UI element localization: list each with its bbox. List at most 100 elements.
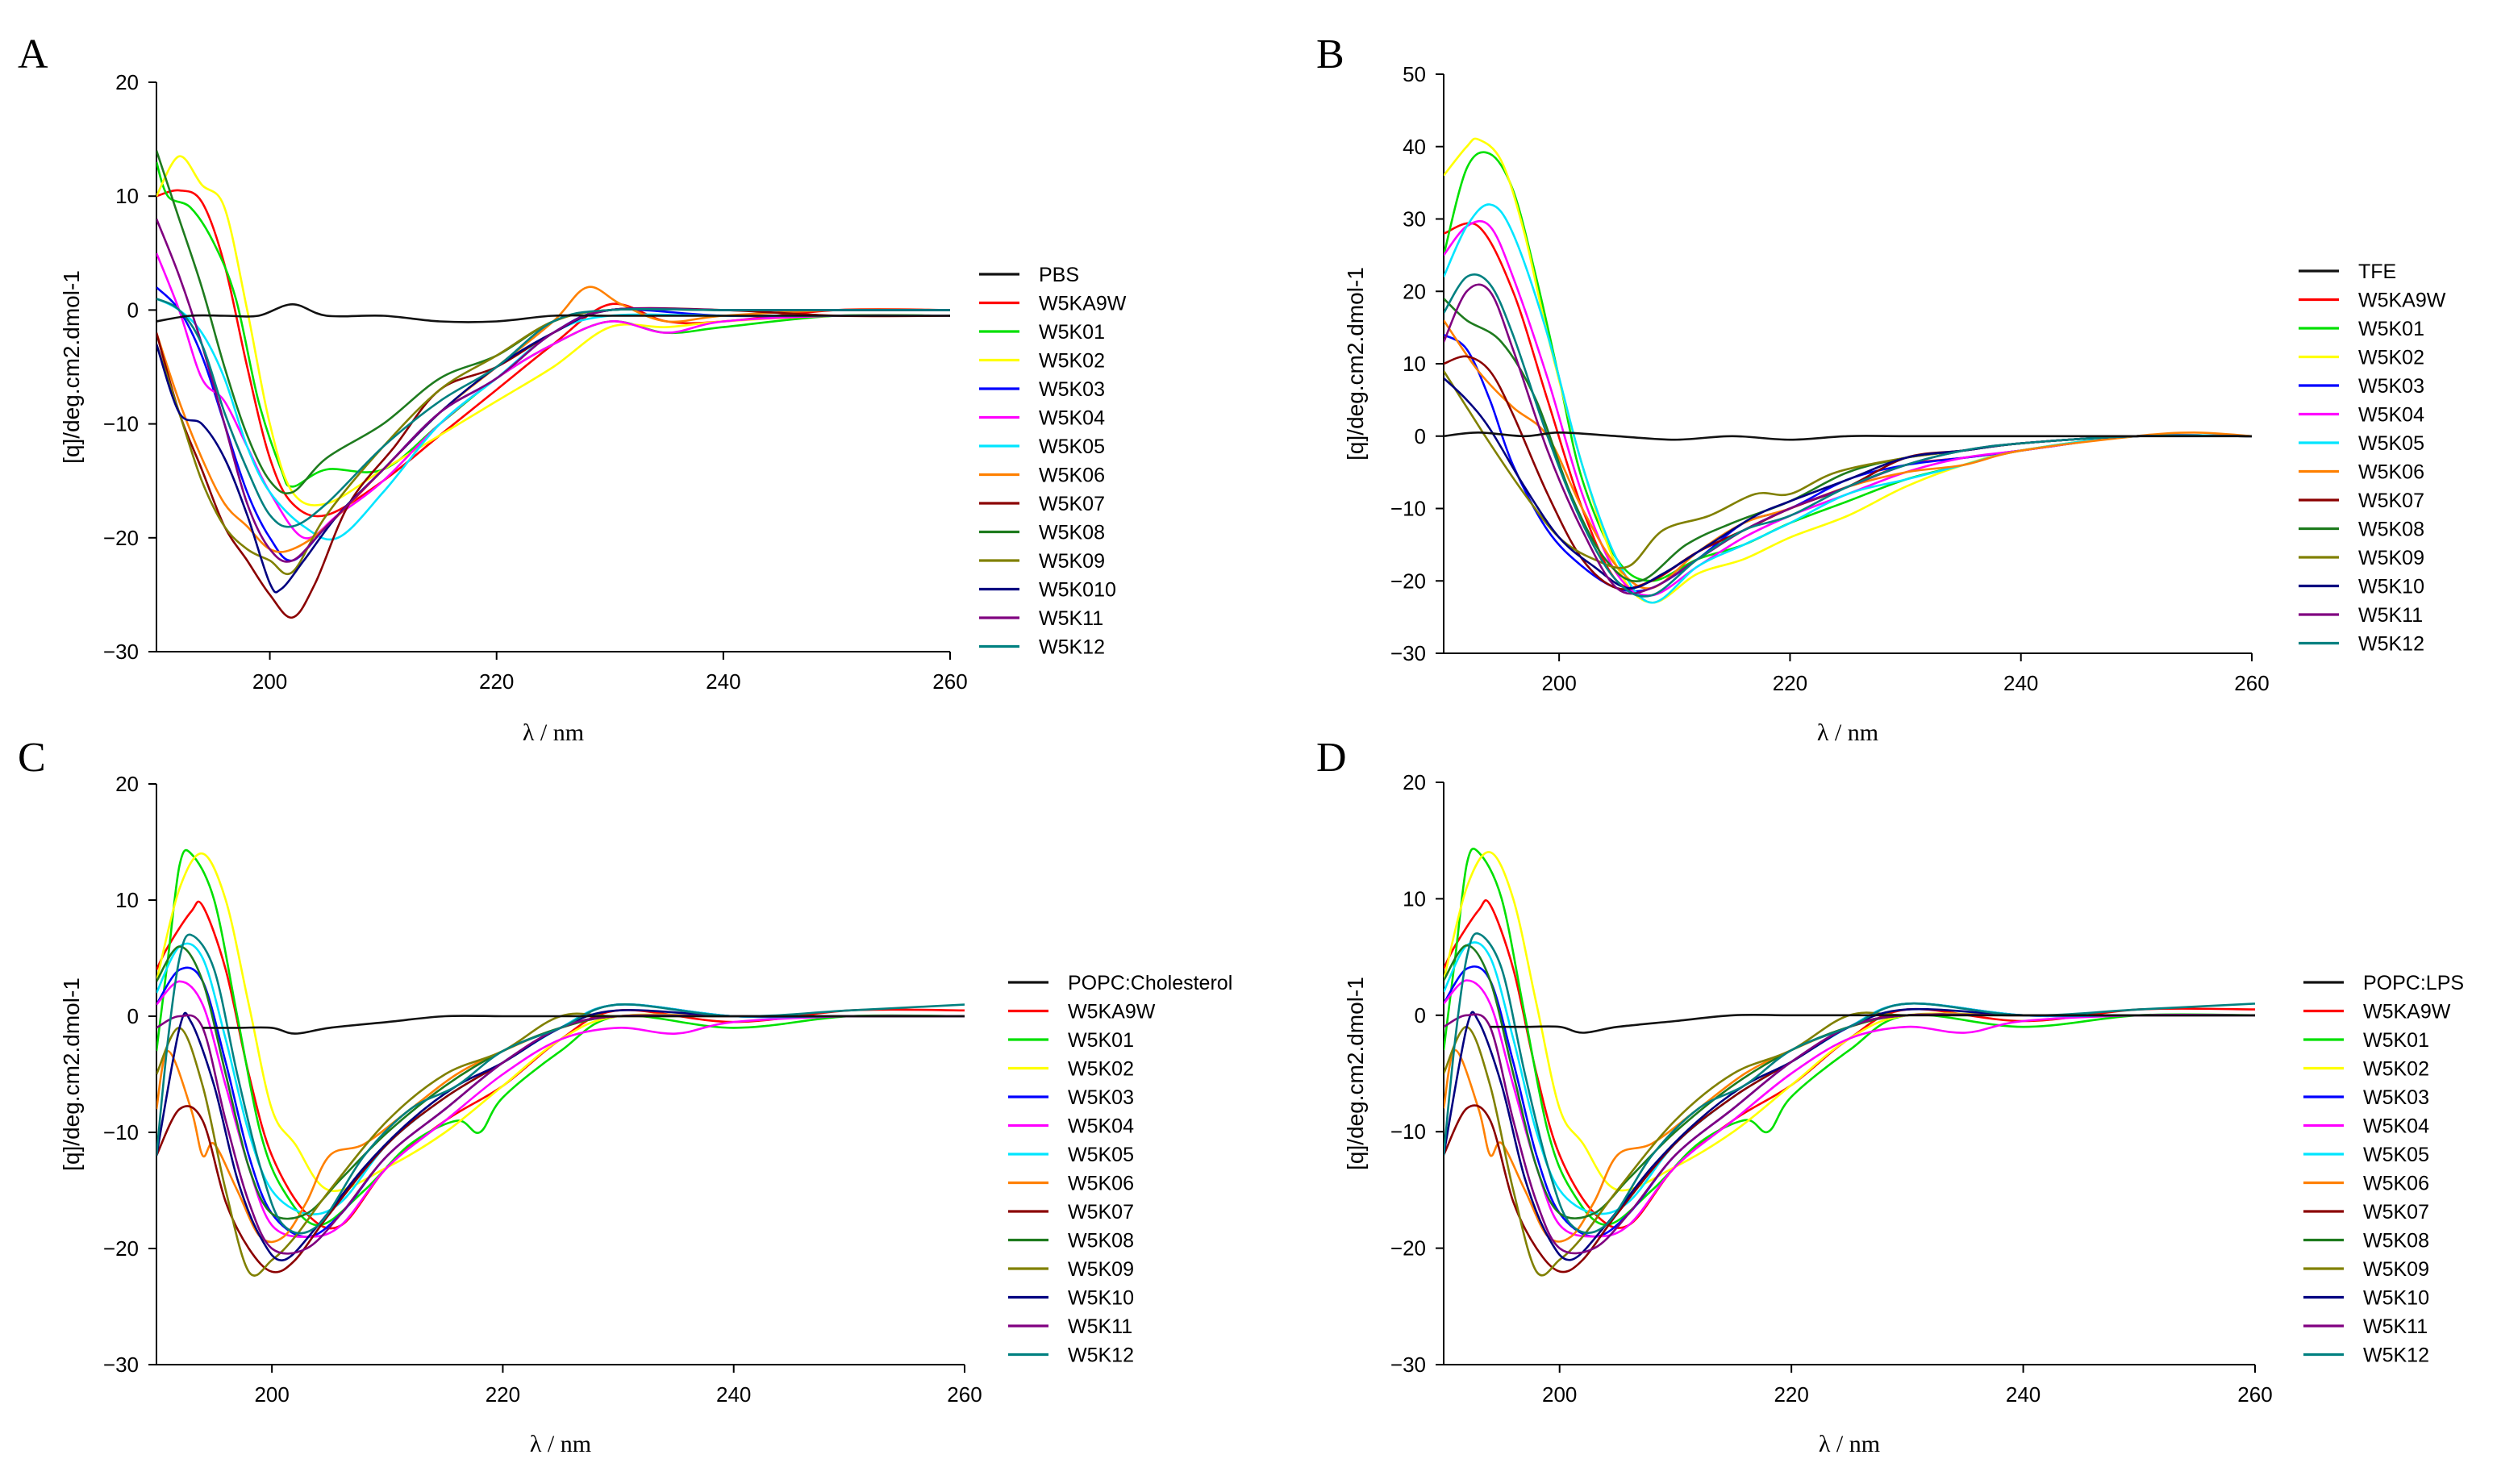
legend-label: W5K11: [1068, 1315, 1132, 1338]
series-line-popc-lps: [1490, 1013, 2255, 1034]
legend-label: W5K09: [2363, 1258, 2429, 1281]
series-line-popc-cholesterol: [202, 1015, 965, 1035]
series-line-w5k04: [156, 252, 950, 540]
legend-label: W5K03: [1068, 1086, 1134, 1109]
series-lines: [1444, 848, 2255, 1277]
panel-letter-c: C: [18, 735, 46, 781]
series-line-w5k08: [1444, 944, 2255, 1219]
legend-label: W5KA9W: [1039, 293, 1127, 315]
y-tick-label: 0: [1415, 424, 1426, 448]
y-tick-label: 50: [1403, 62, 1426, 86]
legend-label: W5K05: [1068, 1144, 1134, 1166]
legend-label: W5K05: [1039, 436, 1105, 458]
series-line-w5k12: [156, 933, 965, 1235]
y-tick-label: 20: [1403, 279, 1426, 303]
x-tick-label: 240: [716, 1382, 751, 1407]
legend-label: W5K02: [2358, 347, 2424, 369]
series-line-w5k07: [156, 1014, 965, 1273]
x-tick-label: 240: [2003, 671, 2038, 695]
legend-label: W5K11: [2363, 1315, 2428, 1338]
y-tick-label: −20: [1390, 1236, 1426, 1261]
series-line-w5k06: [156, 1014, 965, 1244]
legend-label: W5K06: [1068, 1173, 1134, 1195]
series-lines: [1444, 137, 2252, 604]
x-tick-label: 220: [1773, 671, 1807, 695]
legend-label: W5K03: [2363, 1086, 2429, 1109]
legend-label: W5K12: [1068, 1344, 1134, 1367]
series-line-w5k06: [1444, 1013, 2255, 1243]
legend-label: W5K01: [2358, 318, 2424, 340]
y-tick-label: −20: [103, 526, 139, 550]
panel-c-chart: −30 −20 −10 0 10 20 200 220 240 260 λ / nm [q]/deg.…: [59, 772, 1232, 1457]
series-line-w5k10: [1444, 1007, 2255, 1261]
legend-label: W5K08: [1068, 1230, 1134, 1253]
series-line-w5k02: [156, 852, 965, 1192]
legend-label: W5K07: [1068, 1201, 1134, 1223]
x-axis-label: λ / nm: [1819, 1431, 1880, 1457]
series-line-w5k03: [1444, 333, 2252, 593]
series-line-w5k07: [1444, 1013, 2255, 1273]
y-axis-label: [q]/deg.cm2.dmol-1: [1343, 267, 1368, 461]
legend-label: W5K08: [2363, 1230, 2429, 1253]
legend-label: W5K07: [2358, 490, 2424, 512]
legend-label: W5K07: [2363, 1201, 2429, 1223]
x-axis-label: λ / nm: [523, 719, 584, 746]
legend: POPC:Cholesterol W5KA9W W5K01 W5K02 W5K03 W5K…: [1008, 972, 1232, 1367]
series-line-w5k09: [1444, 1011, 2255, 1277]
y-tick-label: −30: [103, 1353, 139, 1377]
legend-label: W5KA9W: [1068, 1001, 1156, 1023]
y-tick-label: 0: [127, 298, 139, 322]
y-tick-label: −10: [103, 1120, 139, 1144]
series-line-w5k01: [1444, 848, 2255, 1226]
y-tick-label: −30: [1390, 1353, 1426, 1377]
legend-label: W5KA9W: [2358, 290, 2446, 312]
legend-label: TFE: [2358, 261, 2396, 283]
y-axis-label: [q]/deg.cm2.dmol-1: [59, 978, 84, 1171]
legend-label: W5K12: [1039, 636, 1105, 659]
panel-b-chart: −30 −20 −10 0 10 20 30 40 50 200 220 240 260 λ / nm [q…: [1343, 62, 2446, 746]
legend-label: W5K02: [1039, 350, 1105, 373]
legend: TFE W5KA9W W5K01 W5K02 W5K03 W5K04 W5K05 W5K06 W…: [2299, 261, 2446, 656]
y-tick-label: 10: [115, 888, 139, 912]
legend-label: W5K04: [2363, 1115, 2429, 1138]
series-line-w5k11: [156, 218, 950, 563]
x-tick-label: 240: [706, 669, 740, 694]
series-line-tfe: [1444, 431, 2252, 441]
x-tick-label: 220: [1774, 1382, 1808, 1407]
y-tick-label: −30: [103, 640, 139, 664]
x-tick-label: 240: [2006, 1382, 2041, 1407]
panel-d-chart: −30 −20 −10 0 10 20 200 220 240 260 λ / nm [q]/deg.…: [1343, 770, 2464, 1457]
panel-letter-d: D: [1316, 735, 1347, 781]
x-tick-label: 260: [2237, 1382, 2272, 1407]
panel-letter-a: A: [18, 31, 48, 77]
series-line-w5k02: [1444, 851, 2255, 1192]
y-axis-label: [q]/deg.cm2.dmol-1: [59, 270, 84, 464]
panel-a-chart: −30 −20 −10 0 10 20 200 220 240 260 λ / nm [q]/deg.…: [59, 70, 1127, 746]
series-line-w5k08: [156, 945, 965, 1220]
legend-label: W5K01: [1068, 1029, 1134, 1052]
x-tick-label: 220: [486, 1382, 520, 1407]
series-line-w5k01: [156, 161, 950, 488]
legend-label: W5K11: [1039, 607, 1103, 630]
legend-label: W5K05: [2358, 432, 2424, 455]
series-line-w5k04: [156, 980, 965, 1238]
legend-label: W5K06: [2358, 461, 2424, 484]
y-tick-label: 10: [1403, 352, 1426, 376]
y-tick-label: 10: [115, 184, 139, 208]
x-tick-label: 220: [479, 669, 514, 694]
y-tick-label: −10: [1390, 497, 1426, 521]
legend: POPC:LPS W5KA9W W5K01 W5K02 W5K03 W5K04 W5K05 W…: [2303, 972, 2464, 1367]
legend: PBS W5KA9W W5K01 W5K02 W5K03 W5K04 W5K05 W5K06 W…: [979, 264, 1127, 659]
y-tick-label: −30: [1390, 641, 1426, 665]
legend-label: W5K10: [1068, 1287, 1134, 1310]
legend-label: W5K08: [1039, 522, 1105, 544]
legend-label: W5K11: [2358, 604, 2423, 627]
x-tick-label: 200: [1542, 1382, 1577, 1407]
legend-label: W5K05: [2363, 1144, 2429, 1166]
series-line-w5k12: [1444, 273, 2252, 598]
legend-label: W5KA9W: [2363, 1001, 2451, 1023]
series-line-w5k05: [1444, 941, 2255, 1215]
legend-label: W5K07: [1039, 493, 1105, 515]
series-line-w5k06: [156, 286, 950, 553]
